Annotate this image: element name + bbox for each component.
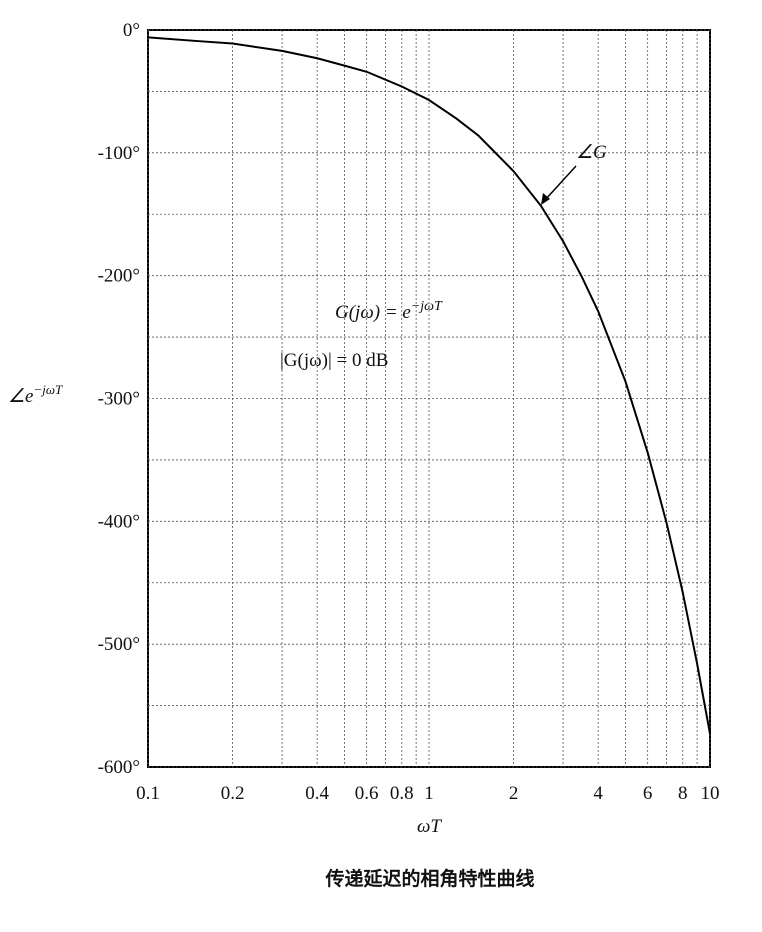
- y-tick-label: -500°: [98, 634, 140, 655]
- magnitude: |G(jω)| = 0 dB: [280, 350, 388, 371]
- curve-arrow: [544, 165, 577, 201]
- x-tick-label: 1: [424, 783, 434, 804]
- x-tick-label: 8: [678, 783, 688, 804]
- curve-label: ∠G: [576, 142, 607, 163]
- y-tick-label: -300°: [98, 389, 140, 410]
- x-tick-label: 0.4: [305, 783, 329, 804]
- x-tick-label: 2: [509, 783, 519, 804]
- arrow-head: [541, 193, 550, 205]
- y-tick-label: -600°: [98, 757, 140, 778]
- y-tick-label: -200°: [98, 266, 140, 287]
- formula-sup: −jωT: [411, 299, 443, 314]
- ylabel-sup: −jωT: [33, 382, 63, 397]
- y-axis-label: ∠e−jωT: [8, 382, 63, 407]
- curve: [147, 36, 711, 735]
- formula-base: G(jω) = e: [335, 302, 411, 323]
- x-axis-label: ωT: [417, 816, 442, 837]
- x-tick-label: 0.8: [390, 783, 414, 804]
- y-tick-label: -400°: [98, 511, 140, 532]
- x-tick-label: 0.2: [221, 783, 245, 804]
- formula: G(jω) = e−jωT: [335, 299, 443, 323]
- ylabel-base: ∠e: [8, 386, 33, 407]
- x-tick-label: 4: [593, 783, 603, 804]
- x-tick-label: 6: [643, 783, 653, 804]
- x-tick-label: 0.6: [355, 783, 379, 804]
- caption: 传递延迟的相角特性曲线: [324, 867, 534, 890]
- y-tick-label: 0°: [123, 20, 140, 41]
- x-tick-label: 10: [701, 783, 720, 804]
- x-tick-label: 0.1: [136, 783, 160, 804]
- y-tick-label: -100°: [98, 143, 140, 164]
